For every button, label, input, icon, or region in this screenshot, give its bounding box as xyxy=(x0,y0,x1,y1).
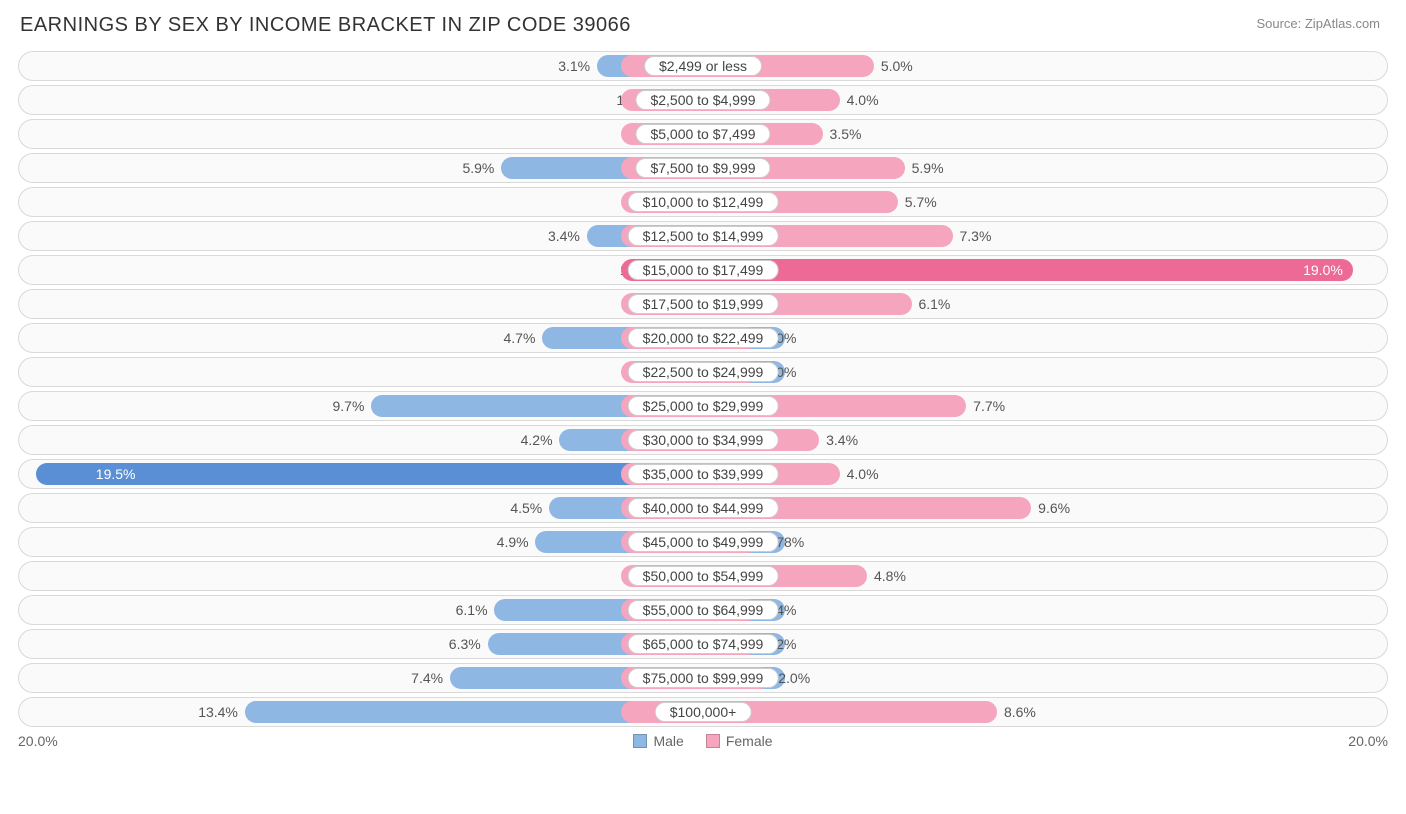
male-value-label: 3.4% xyxy=(548,228,580,244)
category-label: $20,000 to $22,499 xyxy=(628,328,779,348)
chart-row: 6.1%1.4%$55,000 to $64,999 xyxy=(18,595,1388,625)
category-label: $12,500 to $14,999 xyxy=(628,226,779,246)
female-value-label: 8.6% xyxy=(1004,704,1036,720)
category-label: $22,500 to $24,999 xyxy=(628,362,779,382)
female-value-label: 5.9% xyxy=(912,160,944,176)
chart-row: 3.4% 7.3% $12,500 to $14,999 xyxy=(18,221,1388,251)
female-value-label: 5.7% xyxy=(905,194,937,210)
female-value-label: 5.0% xyxy=(881,58,913,74)
legend-item-female: Female xyxy=(706,733,773,749)
female-value-label: 4.0% xyxy=(847,92,879,108)
legend-swatch-female xyxy=(706,734,720,748)
axis-left-label: 20.0% xyxy=(18,733,58,749)
male-value-label: 19.5% xyxy=(86,466,136,482)
legend-label-male: Male xyxy=(653,733,683,749)
female-value-label: 4.8% xyxy=(874,568,906,584)
axis-right-label: 20.0% xyxy=(1348,733,1388,749)
chart-row: 0.74%3.5%$5,000 to $7,499 xyxy=(18,119,1388,149)
category-label: $5,000 to $7,499 xyxy=(635,124,770,144)
chart-row: 0.49%0.0%$22,500 to $24,999 xyxy=(18,357,1388,387)
chart-row: 1.3%19.0%$15,000 to $17,499 xyxy=(18,255,1388,285)
female-value-label: 3.5% xyxy=(830,126,862,142)
legend-label-female: Female xyxy=(726,733,773,749)
chart-row: 4.5% 9.6% $40,000 to $44,999 xyxy=(18,493,1388,523)
chart-row: 4.2% 3.4% $30,000 to $34,999 xyxy=(18,425,1388,455)
female-value-label: 6.1% xyxy=(918,296,950,312)
male-value-label: 6.1% xyxy=(456,602,488,618)
female-value-label: 7.3% xyxy=(960,228,992,244)
category-label: $40,000 to $44,999 xyxy=(628,498,779,518)
chart-row: 1.2%4.8%$50,000 to $54,999 xyxy=(18,561,1388,591)
male-value-label: 3.1% xyxy=(558,58,590,74)
female-value-label: 2.0% xyxy=(778,670,810,686)
male-value-label: 4.7% xyxy=(504,330,536,346)
chart-row: 3.1% 5.0% $2,499 or less xyxy=(18,51,1388,81)
female-value-label: 4.0% xyxy=(847,466,879,482)
category-label: $35,000 to $39,999 xyxy=(628,464,779,484)
chart-row: 0.99%5.7%$10,000 to $12,499 xyxy=(18,187,1388,217)
source-attribution: Source: ZipAtlas.com xyxy=(1256,16,1380,31)
chart-rows: 3.1%5.0%$2,499 or less1.4%4.0%$2,500 to … xyxy=(18,51,1388,727)
axis-legend-row: 20.0% Male Female 20.0% xyxy=(18,733,1388,749)
chart-row: 0.82%6.1%$17,500 to $19,999 xyxy=(18,289,1388,319)
chart-row: 4.9%0.78%$45,000 to $49,999 xyxy=(18,527,1388,557)
chart-row: 13.4% 8.6% $100,000+ xyxy=(18,697,1388,727)
legend-swatch-male xyxy=(633,734,647,748)
category-label: $2,499 or less xyxy=(644,56,762,76)
male-value-label: 5.9% xyxy=(462,160,494,176)
female-value-label: 19.0% xyxy=(1303,262,1353,278)
category-label: $50,000 to $54,999 xyxy=(628,566,779,586)
chart-row: 4.7%0.0%$20,000 to $22,499 xyxy=(18,323,1388,353)
male-value-label: 6.3% xyxy=(449,636,481,652)
category-label: $15,000 to $17,499 xyxy=(628,260,779,280)
category-label: $75,000 to $99,999 xyxy=(628,668,779,688)
chart-row: 6.3%1.2%$65,000 to $74,999 xyxy=(18,629,1388,659)
chart-container: EARNINGS BY SEX BY INCOME BRACKET IN ZIP… xyxy=(0,0,1406,759)
category-label: $45,000 to $49,999 xyxy=(628,532,779,552)
legend-item-male: Male xyxy=(633,733,683,749)
category-label: $2,500 to $4,999 xyxy=(635,90,770,110)
male-value-label: 4.5% xyxy=(510,500,542,516)
male-value-label: 4.2% xyxy=(521,432,553,448)
male-value-label: 4.9% xyxy=(497,534,529,550)
female-value-label: 3.4% xyxy=(826,432,858,448)
category-label: $10,000 to $12,499 xyxy=(628,192,779,212)
legend: Male Female xyxy=(633,733,772,749)
male-value-label: 9.7% xyxy=(333,398,365,414)
male-value-label: 13.4% xyxy=(198,704,238,720)
category-label: $7,500 to $9,999 xyxy=(635,158,770,178)
chart-row: 1.4%4.0%$2,500 to $4,999 xyxy=(18,85,1388,115)
chart-row: 5.9% 5.9% $7,500 to $9,999 xyxy=(18,153,1388,183)
chart-row: 9.7% 7.7% $25,000 to $29,999 xyxy=(18,391,1388,421)
chart-row: 19.5% 4.0% $35,000 to $39,999 xyxy=(18,459,1388,489)
category-label: $100,000+ xyxy=(655,702,752,722)
female-value-label: 7.7% xyxy=(973,398,1005,414)
chart-row: 7.4% 2.0%$75,000 to $99,999 xyxy=(18,663,1388,693)
category-label: $65,000 to $74,999 xyxy=(628,634,779,654)
category-label: $30,000 to $34,999 xyxy=(628,430,779,450)
female-value-label: 9.6% xyxy=(1038,500,1070,516)
chart-title: EARNINGS BY SEX BY INCOME BRACKET IN ZIP… xyxy=(20,14,1388,37)
category-label: $25,000 to $29,999 xyxy=(628,396,779,416)
male-value-label: 7.4% xyxy=(411,670,443,686)
category-label: $55,000 to $64,999 xyxy=(628,600,779,620)
category-label: $17,500 to $19,999 xyxy=(628,294,779,314)
